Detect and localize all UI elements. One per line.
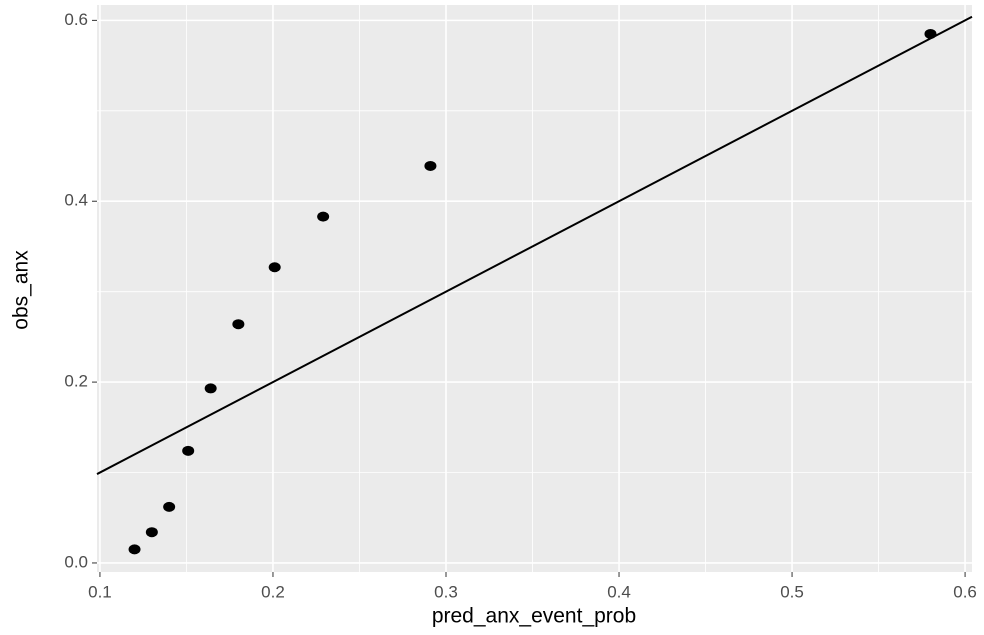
point (128, 544, 141, 555)
point (163, 501, 176, 512)
point (268, 262, 281, 273)
point (145, 527, 158, 538)
y-tick-label: 0.4 (64, 191, 88, 210)
x-tick-label: 0.4 (607, 582, 631, 601)
point (204, 383, 217, 394)
x-tick-label: 0.2 (261, 582, 285, 601)
y-tick-label: 0.0 (64, 552, 88, 571)
x-tick-label: 0.6 (953, 582, 977, 601)
point (232, 319, 245, 330)
point (924, 28, 937, 39)
x-tick-label: 0.1 (88, 582, 112, 601)
x-tick-label: 0.3 (434, 582, 458, 601)
y-axis-title: obs_anx (10, 250, 33, 330)
reference-line (96, 15, 973, 475)
y-tick-label: 0.6 (64, 10, 88, 29)
point (317, 211, 330, 222)
x-tick-label: 0.5 (780, 582, 804, 601)
point (424, 160, 437, 171)
panel (97, 5, 972, 572)
y-tick-label: 0.2 (64, 372, 88, 391)
x-axis-title: pred_anx_event_prob (432, 605, 636, 628)
point (182, 445, 195, 456)
